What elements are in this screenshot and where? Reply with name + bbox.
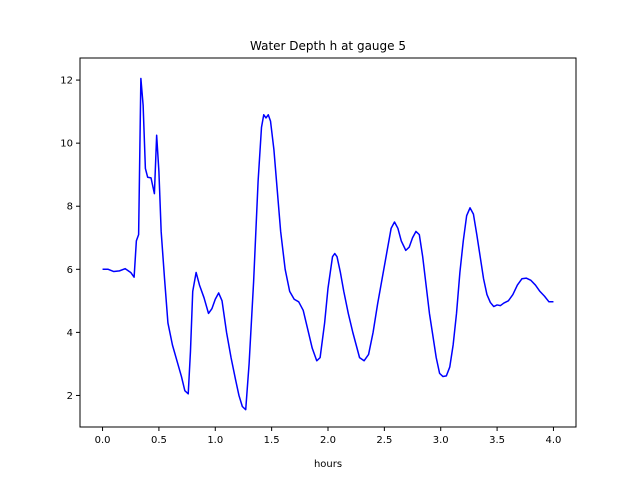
chart-title: Water Depth h at gauge 5 [250, 39, 406, 53]
x-tick-label: 1.5 [264, 435, 280, 446]
plot-frame [79, 57, 577, 428]
x-tick-label: 3.0 [433, 435, 449, 446]
y-tick-label: 10 [60, 139, 73, 150]
x-tick-label: 2.0 [320, 435, 336, 446]
x-tick-label: 3.5 [489, 435, 505, 446]
y-axis: 2 4 6 8 10 12 [60, 76, 80, 402]
series-line-0 [102, 77, 554, 411]
x-tick-label: 0.5 [151, 435, 167, 446]
y-tick-label: 6 [67, 265, 73, 276]
y-tick-label: 12 [60, 76, 73, 87]
x-tick-label: 4.0 [546, 435, 562, 446]
y-tick-label: 4 [67, 328, 73, 339]
x-axis-label: hours [314, 459, 342, 470]
x-tick-label: 1.0 [207, 435, 223, 446]
plot-area [102, 77, 554, 411]
x-tick-label: 0.0 [95, 435, 111, 446]
x-tick-label: 2.5 [376, 435, 392, 446]
y-tick-label: 8 [67, 202, 73, 213]
x-axis: 0.0 0.5 1.0 1.5 2.0 2.5 3.0 3.5 4.0 [95, 427, 562, 446]
y-tick-label: 2 [67, 391, 73, 402]
